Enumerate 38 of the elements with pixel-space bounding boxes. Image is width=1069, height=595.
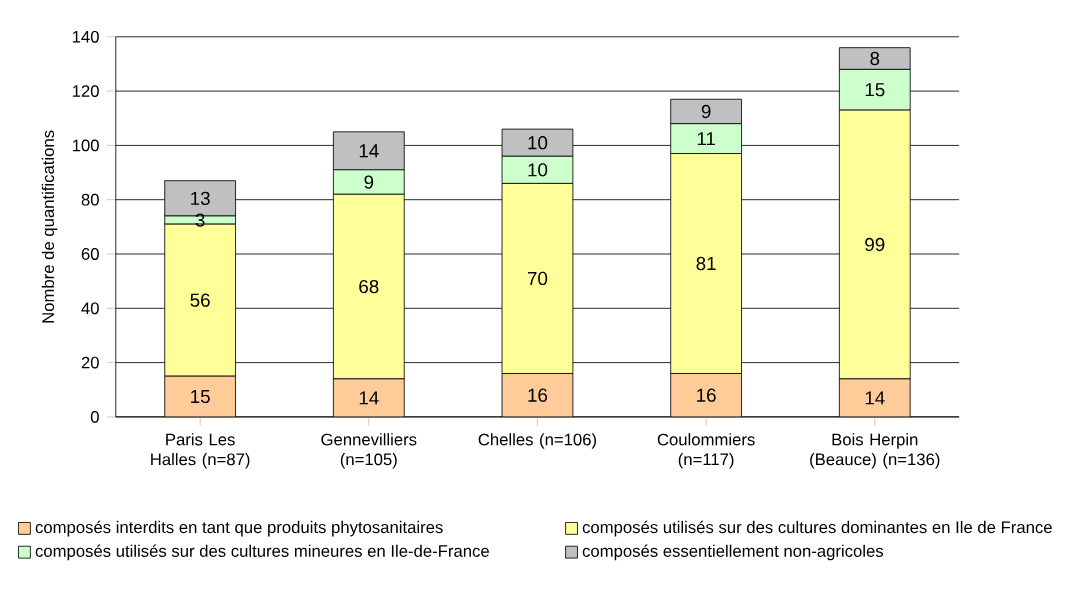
y-tick-label: 140 xyxy=(72,30,99,43)
data-label: 10 xyxy=(528,163,548,177)
x-tick-label: Gennevilliers (n=105) xyxy=(321,433,417,469)
x-tick-label: Bois Herpin (Beauce) (n=136) xyxy=(810,433,940,469)
data-label: 9 xyxy=(364,175,374,189)
x-tick-label: Coulommiers (n=117) xyxy=(657,433,755,469)
data-label: 13 xyxy=(191,191,210,205)
legend-label: composés utilisés sur des cultures mineures en Ile-de-France xyxy=(35,544,489,561)
data-label: 14 xyxy=(865,391,885,405)
data-label: 15 xyxy=(865,83,885,97)
data-label: 99 xyxy=(865,237,885,252)
y-axis-title: Nombre de quantifications xyxy=(41,130,58,323)
legend-label: composés utilisés sur des cultures dominantes en Ile de France xyxy=(582,520,1052,537)
data-label: 9 xyxy=(701,104,711,119)
x-tick-label: Paris Les Halles (n=87) xyxy=(151,433,250,469)
legend-label: composés essentiellement non-agricoles xyxy=(582,544,884,561)
data-label: 68 xyxy=(359,279,379,294)
legend-label: composés interdits en tant que produits phytosanitaires xyxy=(35,520,443,537)
data-label: 14 xyxy=(359,144,379,158)
data-label: 11 xyxy=(697,132,715,146)
data-label: 15 xyxy=(191,389,210,404)
y-tick-label: 20 xyxy=(81,356,99,369)
data-label: 70 xyxy=(527,271,548,286)
y-tick-label: 80 xyxy=(81,193,99,206)
data-label: 16 xyxy=(528,388,548,402)
y-tick-label: 120 xyxy=(72,85,99,97)
data-label: 8 xyxy=(870,51,880,66)
data-label: 3 xyxy=(195,213,205,227)
data-label: 56 xyxy=(190,293,210,307)
data-label: 16 xyxy=(697,388,716,402)
y-tick-label: 40 xyxy=(81,302,99,315)
x-tick-label: Chelles (n=106) xyxy=(478,433,597,449)
y-tick-label: 60 xyxy=(81,248,99,260)
data-label: 14 xyxy=(359,391,379,405)
data-label: 10 xyxy=(528,136,548,150)
y-tick-label: 100 xyxy=(72,139,99,152)
data-label: 81 xyxy=(696,256,716,271)
y-tick-label: 0 xyxy=(90,410,99,423)
